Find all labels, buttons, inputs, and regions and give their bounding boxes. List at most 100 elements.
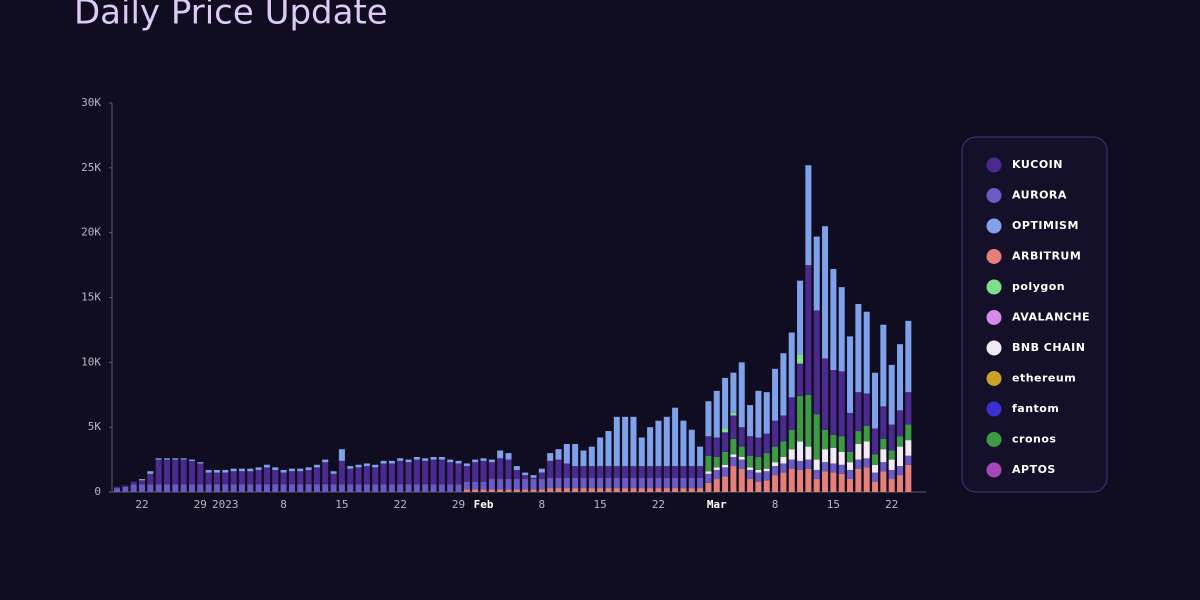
bar-segment bbox=[880, 406, 887, 439]
bar-segment bbox=[672, 407, 679, 467]
bar-segment bbox=[830, 463, 837, 473]
bar-segment bbox=[847, 479, 854, 492]
bar-segment bbox=[355, 467, 362, 485]
bar-segment bbox=[647, 488, 654, 492]
bar-segment bbox=[388, 463, 395, 485]
bar-segment bbox=[747, 469, 754, 480]
legend-swatch bbox=[986, 371, 1002, 386]
bar-segment bbox=[563, 477, 570, 489]
bar-segment bbox=[138, 480, 145, 485]
bar-segment bbox=[697, 488, 704, 492]
bar-segment bbox=[713, 469, 720, 480]
bar-segment bbox=[588, 466, 595, 478]
bar-segment bbox=[680, 420, 687, 467]
bar-segment bbox=[730, 454, 737, 457]
bar-segment bbox=[605, 431, 612, 467]
bar-segment bbox=[772, 462, 779, 467]
bar-segment bbox=[455, 463, 462, 485]
legend-swatch bbox=[986, 218, 1002, 234]
bar-segment bbox=[830, 268, 837, 371]
bar-segment bbox=[447, 459, 454, 463]
y-tick-label: 20K bbox=[81, 226, 101, 239]
bar-segment bbox=[880, 449, 887, 463]
bar-segment bbox=[114, 486, 120, 489]
bar-segment bbox=[838, 287, 845, 372]
bar-segment bbox=[805, 394, 812, 447]
bar-segment bbox=[763, 453, 770, 469]
bar-segment bbox=[297, 468, 304, 472]
legend-label: KUCOIN bbox=[1012, 158, 1063, 171]
bar-segment bbox=[772, 466, 779, 476]
bar-segment bbox=[763, 468, 770, 472]
bar-segment bbox=[313, 464, 320, 468]
bar-segment bbox=[488, 459, 495, 463]
bar-segment bbox=[213, 469, 220, 473]
bar-segment bbox=[730, 412, 737, 416]
bar-segment bbox=[905, 464, 912, 492]
bar-segment bbox=[813, 236, 820, 311]
x-tick-label: Mar bbox=[707, 498, 727, 511]
bar-segment bbox=[472, 462, 479, 482]
bar-segment bbox=[822, 226, 829, 359]
x-tick-label: 22 bbox=[652, 498, 665, 511]
bar-segment bbox=[322, 462, 329, 485]
bar-segment bbox=[805, 265, 812, 395]
bar-segment bbox=[522, 475, 529, 480]
bar-segment bbox=[388, 460, 395, 464]
bar-segment bbox=[347, 466, 354, 469]
bar-segment bbox=[830, 434, 837, 448]
bar-segment bbox=[613, 488, 620, 492]
bar-segment bbox=[863, 311, 870, 394]
bar-segment bbox=[272, 484, 279, 492]
bar-segment bbox=[355, 464, 362, 468]
bar-segment bbox=[155, 458, 162, 460]
bar-segment bbox=[447, 484, 454, 492]
bar-segment bbox=[813, 469, 820, 480]
legend-label: APTOS bbox=[1012, 463, 1056, 476]
bar-segment bbox=[688, 477, 695, 489]
bar-segment bbox=[813, 310, 820, 415]
bar-segment bbox=[588, 477, 595, 489]
bar-segment bbox=[263, 467, 270, 485]
bar-segment bbox=[663, 466, 670, 478]
bar-segment bbox=[372, 467, 379, 485]
y-tick-label: 15K bbox=[81, 291, 101, 304]
bar-segment bbox=[280, 484, 287, 492]
bar-segment bbox=[863, 458, 870, 468]
bar-segment bbox=[447, 462, 454, 485]
chart-title: Daily Price Update bbox=[74, 0, 388, 33]
bar-segment bbox=[630, 416, 637, 467]
bar-segment bbox=[672, 488, 679, 492]
bar-segment bbox=[263, 464, 270, 468]
legend-swatch bbox=[986, 462, 1002, 478]
x-tick-label: 29 bbox=[194, 498, 207, 511]
bar-segment bbox=[905, 440, 912, 456]
legend-label: polygon bbox=[1012, 280, 1065, 293]
bar-segment bbox=[347, 484, 354, 492]
bar-segment bbox=[205, 472, 212, 485]
legend-label: fantom bbox=[1012, 402, 1059, 415]
bar-segment bbox=[697, 477, 704, 489]
legend-swatch bbox=[986, 279, 1002, 295]
bar-segment bbox=[730, 372, 737, 413]
bar-segment bbox=[780, 463, 787, 473]
bar-segment bbox=[572, 444, 579, 467]
bar-segment bbox=[813, 414, 820, 460]
bar-segment bbox=[430, 459, 437, 485]
bar-segment bbox=[797, 460, 804, 470]
bar-segment bbox=[197, 484, 204, 492]
bar-segment bbox=[463, 463, 470, 467]
bar-segment bbox=[747, 436, 754, 456]
x-tick-label: 15 bbox=[335, 498, 348, 511]
bar-segment bbox=[247, 484, 254, 492]
bar-segment bbox=[805, 446, 812, 460]
legend-swatch bbox=[986, 432, 1002, 447]
bar-segment bbox=[755, 469, 762, 473]
bar-segment bbox=[472, 489, 479, 492]
bar-segment bbox=[713, 437, 720, 457]
bar-segment bbox=[222, 484, 229, 492]
bar-segment bbox=[455, 460, 462, 464]
bar-segment bbox=[172, 484, 179, 492]
bar-segment bbox=[872, 481, 879, 492]
